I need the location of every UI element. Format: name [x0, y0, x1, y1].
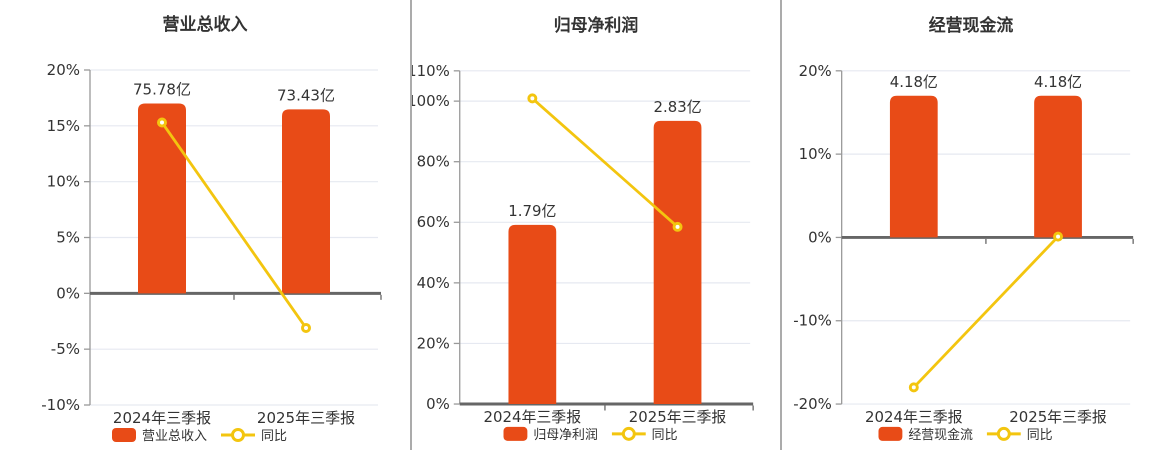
- legend-bar-label: 归母净利润: [533, 428, 598, 443]
- bar-value-label: 2.83亿: [654, 98, 702, 116]
- yoy-line-point[interactable]: [1053, 231, 1064, 242]
- y-axis-label: 0%: [56, 284, 80, 302]
- net-profit-chart-canvas: 归母净利润 110% 100% 80% 60% 40% 20% 0% 1.79亿 2024年三季报…: [412, 15, 754, 443]
- y-axis-label: 0%: [808, 228, 832, 246]
- y-axis-label: 100%: [412, 92, 450, 110]
- y-axis-label: -10%: [41, 396, 80, 414]
- y-axis-label: -20%: [793, 395, 832, 413]
- legend-bar-swatch: [112, 428, 136, 442]
- chart-title: 归母净利润: [554, 15, 638, 35]
- bar-value-label: 4.18亿: [1034, 73, 1082, 91]
- yoy-line-point[interactable]: [157, 117, 167, 128]
- y-axis-label: 10%: [47, 173, 80, 191]
- legend-bar-label: 营业总收入: [142, 429, 207, 444]
- legend-bar-label: 经营现金流: [908, 427, 973, 443]
- legend-line-label: 同比: [1027, 428, 1053, 443]
- legend-line-marker-icon: [231, 428, 245, 442]
- bar-2024年三季报[interactable]: [889, 95, 938, 238]
- yoy-line[interactable]: [912, 235, 1060, 389]
- y-axis-label: 20%: [417, 334, 450, 352]
- legend-line-marker-icon: [996, 426, 1011, 441]
- yoy-line-point[interactable]: [527, 93, 538, 104]
- yoy-line[interactable]: [531, 97, 679, 228]
- legend-item-line[interactable]: 同比: [611, 426, 678, 443]
- y-axis-label: 80%: [417, 153, 450, 171]
- x-axis-label: 2024年三季报: [865, 408, 963, 426]
- legend-item-bar[interactable]: 经营现金流: [878, 427, 973, 443]
- bar-2025年三季报[interactable]: [282, 109, 330, 294]
- y-axis-label: -5%: [51, 340, 80, 358]
- bar-value-label: 4.18亿: [890, 73, 938, 91]
- bar-value-label: 1.79亿: [508, 202, 556, 220]
- legend-item-line[interactable]: 同比: [986, 426, 1053, 443]
- y-axis-label: 20%: [799, 62, 832, 80]
- legend-item-line[interactable]: 同比: [221, 428, 287, 444]
- bar-2024年三季报[interactable]: [508, 224, 557, 405]
- cash-flow-chart-canvas: 经营现金流 20% 10% 0% -10% -20% 4.18亿 2024年三季报 4.18亿 2…: [793, 15, 1134, 443]
- x-axis-label: 2025年三季报: [629, 408, 727, 426]
- chart-panel-net-profit: 归母净利润 110% 100% 80% 60% 40% 20% 0% 1.79亿 2024年三季报…: [410, 0, 780, 450]
- y-axis-label: 40%: [417, 274, 450, 292]
- y-axis-label: 110%: [412, 62, 450, 80]
- x-axis-label: 2025年三季报: [257, 409, 355, 427]
- legend-item-bar[interactable]: 归母净利润: [503, 426, 598, 443]
- y-axis-label: 20%: [47, 61, 80, 79]
- bar-2025年三季报[interactable]: [653, 120, 702, 405]
- chart-panel-revenue: 营业总收入 20% 15% 10% 5% 0% -5% -10% 75.78亿 2024年三季报 7…: [0, 0, 410, 450]
- x-axis-label: 2024年三季报: [484, 408, 582, 426]
- legend-line-label: 同比: [652, 428, 678, 443]
- legend-bar-swatch: [503, 426, 528, 441]
- legend-item-bar[interactable]: 营业总收入: [112, 428, 207, 444]
- legend-line-label: 同比: [261, 429, 287, 444]
- y-axis-label: 10%: [799, 145, 832, 163]
- chart-title: 经营现金流: [929, 15, 1014, 35]
- x-axis-label: 2024年三季报: [113, 409, 211, 427]
- chart-panel-cash-flow: 经营现金流 20% 10% 0% -10% -20% 4.18亿 2024年三季报 4.18亿 2…: [780, 0, 1160, 450]
- yoy-line-point[interactable]: [672, 221, 683, 232]
- yoy-line-point[interactable]: [908, 382, 919, 393]
- y-axis-label: 0%: [426, 395, 450, 413]
- legend-bar-swatch: [878, 426, 903, 441]
- yoy-line[interactable]: [160, 121, 308, 329]
- y-axis-label: 5%: [56, 229, 80, 247]
- bar-value-label: 73.43亿: [277, 86, 335, 104]
- revenue-chart-canvas: 营业总收入 20% 15% 10% 5% 0% -5% -10% 75.78亿 2024年三季报 7…: [41, 14, 382, 444]
- yoy-line-point[interactable]: [301, 322, 311, 333]
- bar-2025年三季报[interactable]: [1034, 95, 1082, 238]
- bar-2024年三季报[interactable]: [138, 103, 186, 294]
- y-axis-label: 60%: [417, 213, 450, 231]
- y-axis-label: 15%: [47, 117, 80, 135]
- y-axis-label: -10%: [793, 312, 832, 330]
- chart-title: 营业总收入: [163, 14, 248, 35]
- x-axis-label: 2025年三季报: [1009, 408, 1107, 426]
- bar-value-label: 75.78亿: [133, 81, 191, 99]
- legend-line-marker-icon: [621, 426, 636, 441]
